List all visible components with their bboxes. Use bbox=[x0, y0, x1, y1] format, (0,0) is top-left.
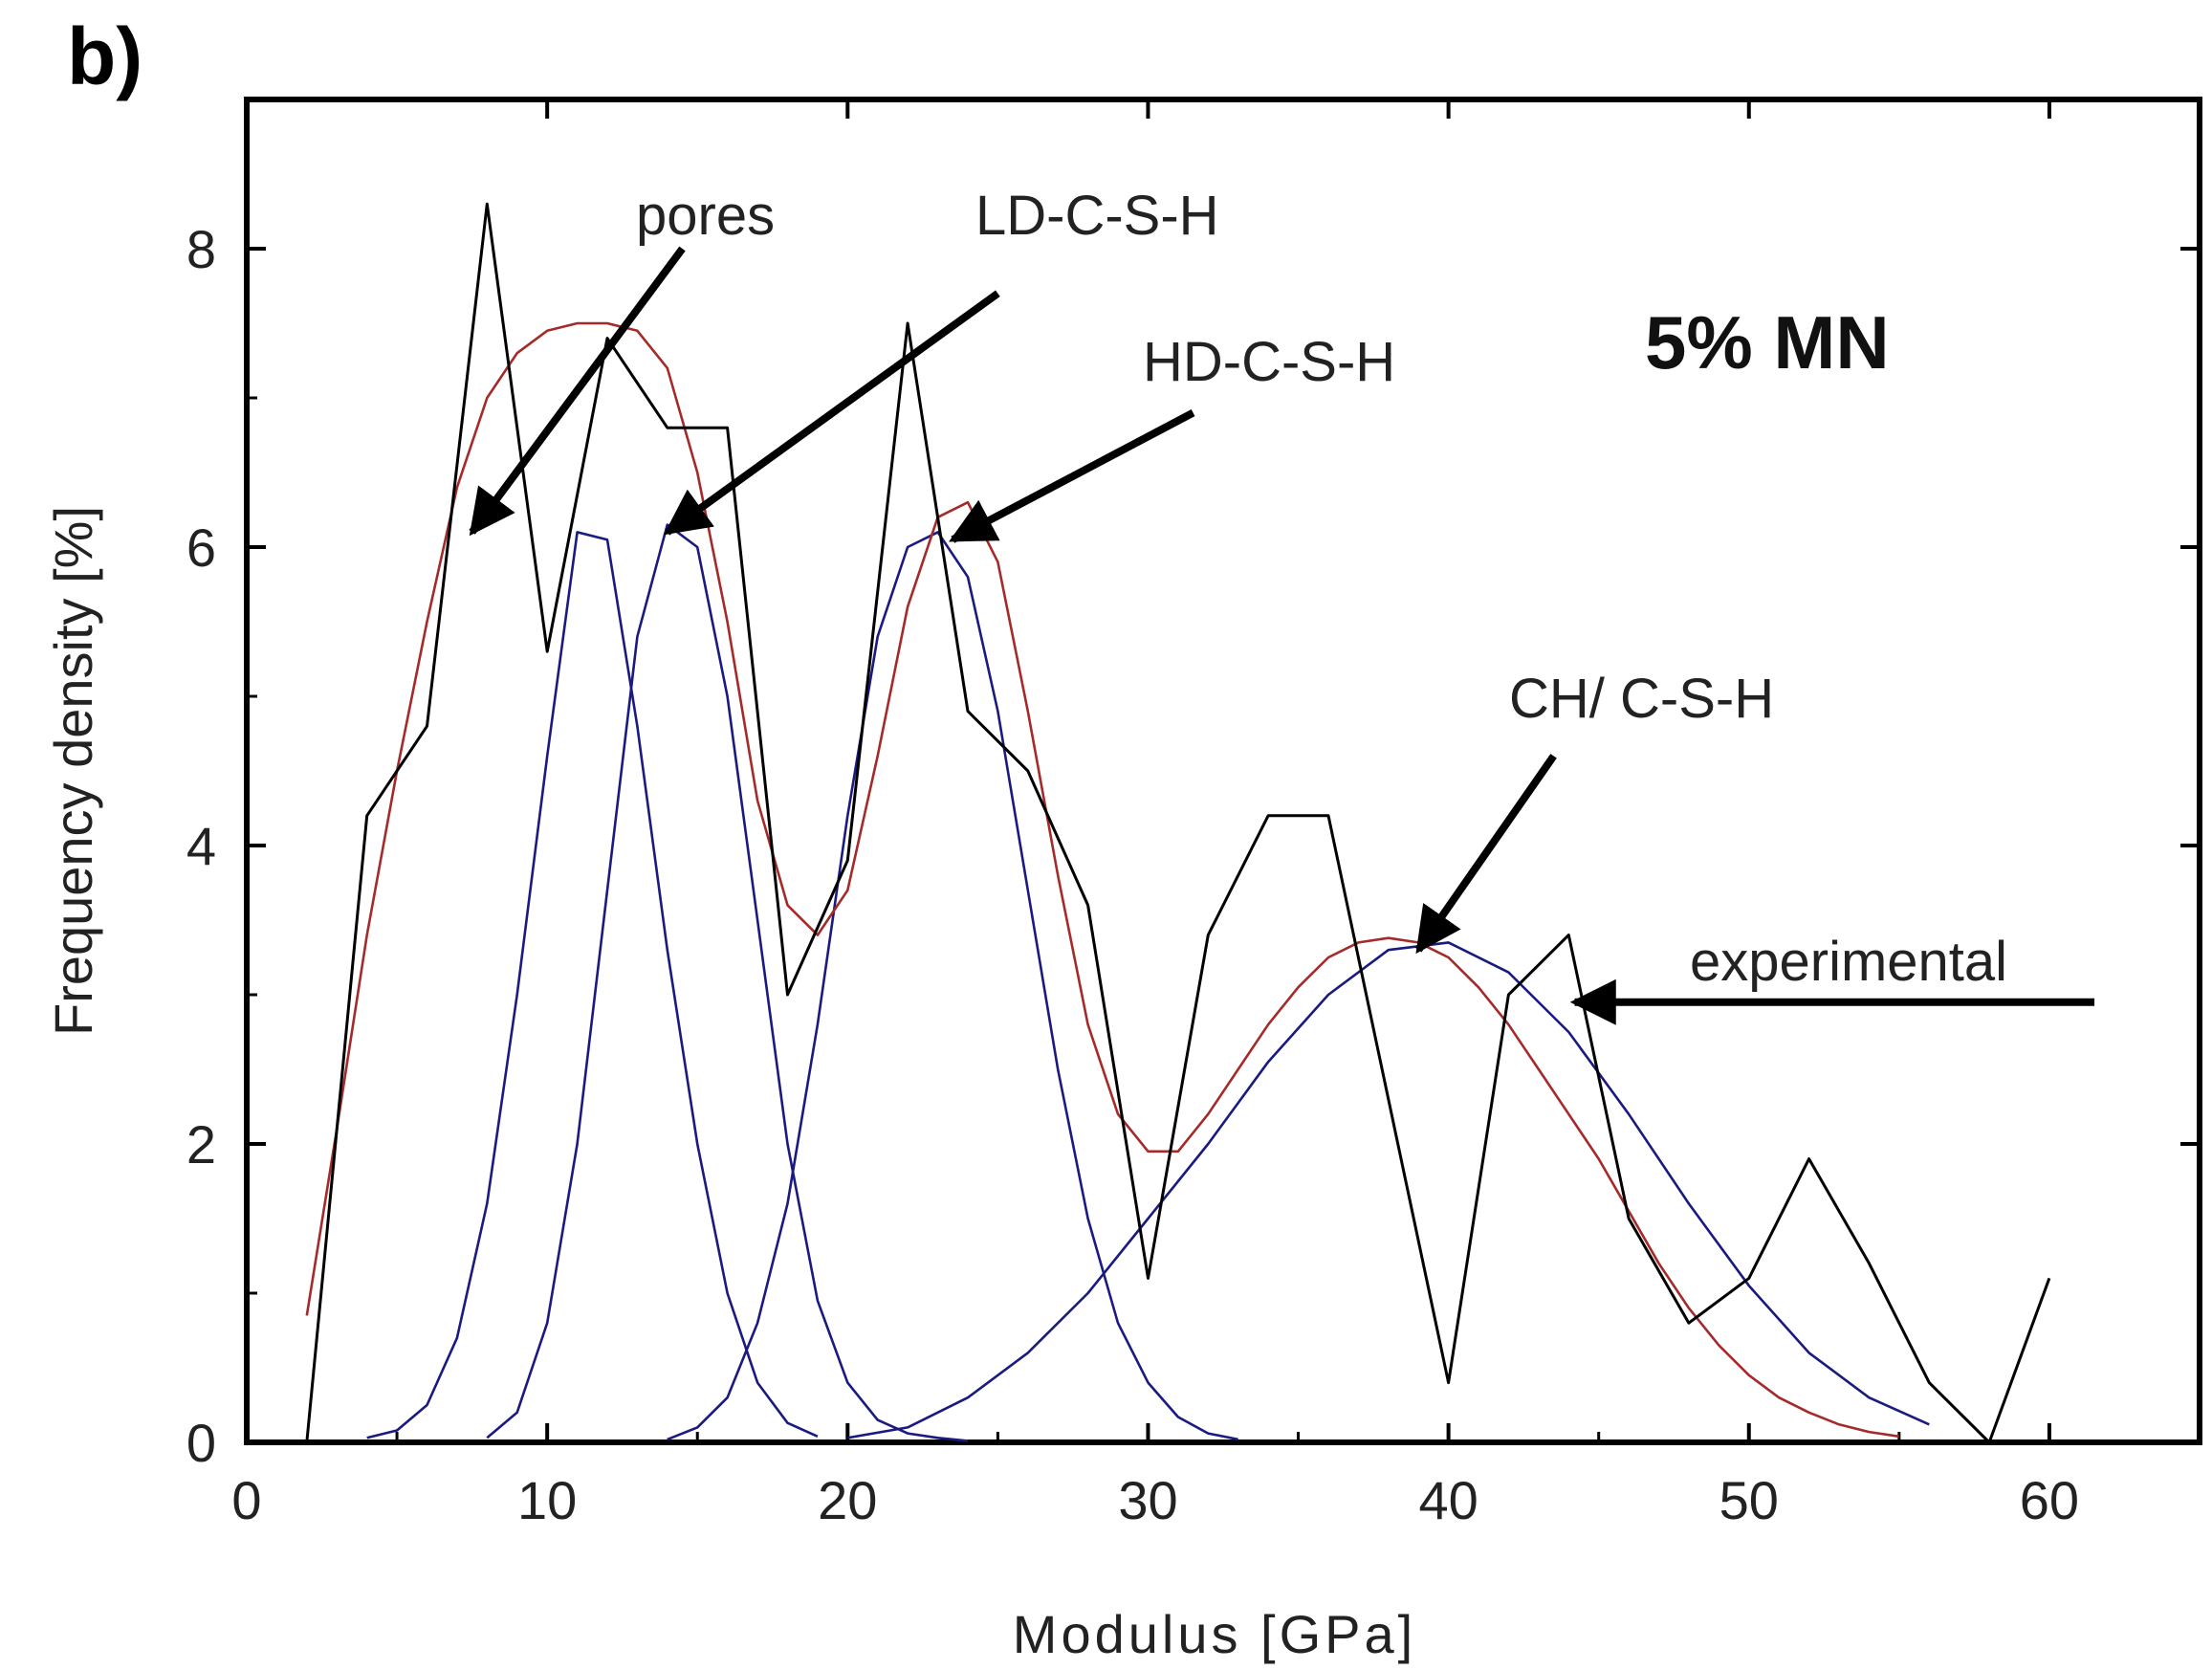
x-tick-label: 10 bbox=[517, 1470, 577, 1530]
x-tick-label: 30 bbox=[1118, 1470, 1177, 1530]
annotation-layer: pores LD-C-S-H HD-C-S-H CH/ C-S-H experiment… bbox=[469, 185, 2095, 1025]
series-experimental-line bbox=[305, 202, 2051, 1444]
x-tick-label: 40 bbox=[1418, 1470, 1478, 1530]
y-axis-label: Frequency density [%] bbox=[43, 506, 103, 1036]
y-tick-label: 4 bbox=[186, 816, 216, 876]
x-tick-label: 0 bbox=[231, 1470, 261, 1530]
annotation-arrow-pores bbox=[469, 246, 686, 537]
x-axis-label: Modulus [GPa] bbox=[1013, 1604, 1416, 1664]
annotation-arrow-ch-c-s-h bbox=[1414, 754, 1557, 955]
x-tick-label: 60 bbox=[2020, 1470, 2079, 1530]
annotation-label-experimental: experimental bbox=[1690, 931, 2007, 993]
series-hd-c-s-h-line bbox=[667, 531, 1238, 1441]
y-axis-ticks: 0 2 4 6 8 bbox=[186, 98, 2200, 1473]
series-pores-line bbox=[366, 531, 819, 1439]
annotation-label-pores: pores bbox=[636, 185, 775, 247]
series-ld-c-s-h-line bbox=[486, 523, 969, 1442]
x-axis-ticks: 0 10 20 30 40 50 60 bbox=[231, 99, 2079, 1530]
annotation-arrow-ld-c-s-h bbox=[663, 290, 1000, 536]
annotation-label-ch-c-s-h: CH/ C-S-H bbox=[1509, 668, 1774, 730]
y-tick-label: 2 bbox=[186, 1114, 216, 1175]
series-ch-c-s-h-line bbox=[847, 941, 1930, 1439]
inset-text: 5% MN bbox=[1645, 300, 1890, 385]
y-tick-label: 0 bbox=[186, 1413, 216, 1473]
series-layer bbox=[305, 202, 2051, 1444]
panel-label: b) bbox=[67, 11, 142, 101]
x-tick-label: 50 bbox=[1719, 1470, 1779, 1530]
plot-frame bbox=[244, 97, 2202, 1445]
annotation-arrow-hd-c-s-h bbox=[949, 409, 1195, 543]
x-tick-label: 20 bbox=[818, 1470, 877, 1530]
annotation-label-ld-c-s-h: LD-C-S-H bbox=[975, 185, 1219, 247]
annotation-label-hd-c-s-h: HD-C-S-H bbox=[1143, 331, 1395, 393]
series-cumulative-fit-line bbox=[305, 321, 1899, 1439]
y-tick-label: 8 bbox=[186, 219, 216, 279]
y-tick-label: 6 bbox=[186, 517, 216, 578]
